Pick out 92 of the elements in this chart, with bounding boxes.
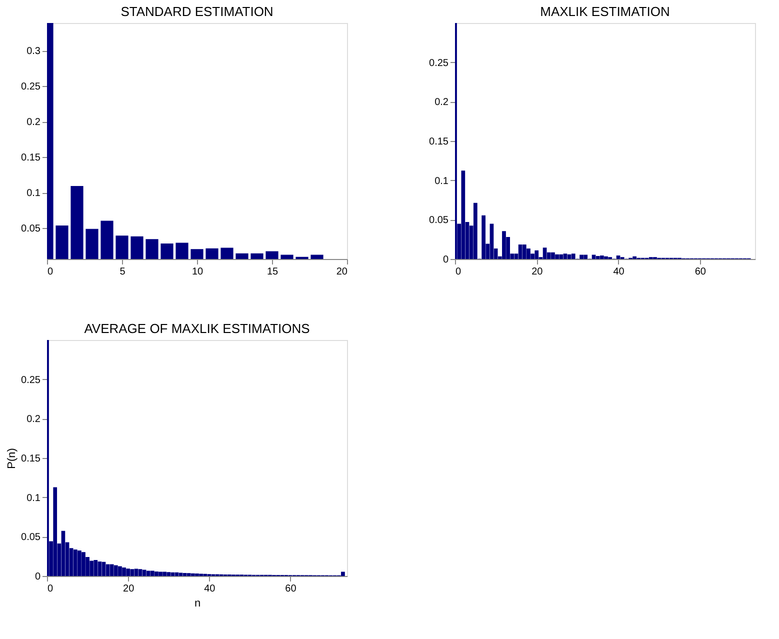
bar (461, 170, 466, 259)
chart-title: MAXLIK ESTIMATION (540, 4, 670, 19)
y-tick-label: 0.2 (26, 414, 41, 426)
bar (106, 564, 110, 576)
bar (114, 565, 118, 576)
x-tick-label: 40 (613, 266, 625, 278)
x-tick-label: 0 (48, 266, 54, 278)
bar (94, 560, 98, 576)
bar (82, 552, 86, 576)
bar (551, 252, 555, 259)
bar (555, 254, 559, 259)
bar (341, 572, 345, 576)
x-tick-label: 20 (123, 584, 135, 594)
bar (90, 560, 94, 576)
bar (154, 571, 158, 576)
y-tick-label: 0.05 (21, 224, 41, 235)
bar (580, 254, 584, 259)
x-tick-label: 15 (266, 266, 278, 278)
bar (518, 244, 522, 259)
bar (178, 572, 183, 576)
bar (502, 231, 506, 259)
bar (134, 568, 138, 576)
y-tick-label: 0.2 (434, 97, 449, 108)
bar (195, 573, 199, 576)
y-tick-label: 0.15 (429, 136, 449, 148)
x-axis-title: n (194, 598, 201, 610)
x-tick-label: 40 (204, 584, 216, 594)
bar (522, 244, 526, 259)
bar (122, 568, 126, 576)
bar (61, 530, 66, 576)
y-tick-label: 0.15 (21, 454, 41, 464)
bar (162, 572, 166, 576)
chart-title: STANDARD ESTIMATION (120, 4, 274, 19)
bar (130, 569, 134, 576)
y-tick-label: 0.25 (21, 374, 41, 386)
bar (186, 573, 191, 576)
y-tick-label: 0.25 (21, 82, 41, 93)
bar (53, 487, 58, 576)
y-tick-label: 0.05 (21, 532, 41, 544)
bar (73, 550, 78, 576)
chart-title: AVERAGE OF MAXLIK ESTIMATIONS (84, 321, 310, 336)
bar (632, 256, 637, 259)
bar (118, 566, 122, 576)
bar (170, 572, 175, 576)
x-tick-label: 10 (192, 266, 204, 278)
y-tick-label: 0 (442, 254, 449, 266)
bar (571, 254, 576, 259)
bar (482, 215, 486, 259)
bar (110, 564, 114, 576)
bar (473, 202, 478, 259)
y-tick-label: 0 (34, 572, 41, 582)
x-tick-label: 0 (456, 266, 462, 278)
bar (490, 224, 494, 259)
bar (102, 562, 106, 576)
bar (534, 250, 539, 259)
y-axis-title: P(n) (6, 448, 18, 469)
y-tick-label: 0.3 (26, 46, 41, 58)
bar (98, 562, 102, 576)
bar (600, 256, 604, 259)
bar (596, 256, 600, 259)
bar (78, 550, 82, 576)
bar (526, 248, 530, 259)
bar (542, 248, 547, 259)
bar (584, 254, 588, 259)
y-tick-label: 0.05 (429, 215, 449, 226)
bar (126, 568, 130, 576)
bar (592, 254, 596, 259)
bar (150, 570, 154, 576)
x-tick-label: 60 (285, 584, 297, 594)
x-tick-label: 60 (694, 266, 706, 278)
bar (138, 569, 142, 576)
bar (182, 572, 187, 576)
bar (166, 572, 171, 576)
x-tick-label: 20 (336, 266, 348, 278)
bar (567, 254, 572, 259)
bar (174, 572, 179, 576)
bar (604, 256, 608, 259)
x-tick-label: 0 (48, 584, 54, 594)
y-tick-label: 0.15 (21, 152, 41, 164)
x-tick-label: 20 (532, 266, 544, 278)
y-tick-label: 0.2 (26, 117, 41, 128)
bar (158, 572, 162, 576)
y-tick-label: 0.25 (429, 58, 449, 69)
bar (559, 254, 564, 259)
bar (616, 256, 620, 259)
x-tick-label: 5 (120, 266, 126, 278)
y-tick-label: 0.1 (26, 188, 41, 200)
bar (563, 254, 568, 259)
y-tick-label: 0.1 (434, 176, 449, 187)
y-tick-label: 0.1 (26, 492, 41, 504)
bar (191, 573, 195, 576)
bar (146, 570, 150, 576)
